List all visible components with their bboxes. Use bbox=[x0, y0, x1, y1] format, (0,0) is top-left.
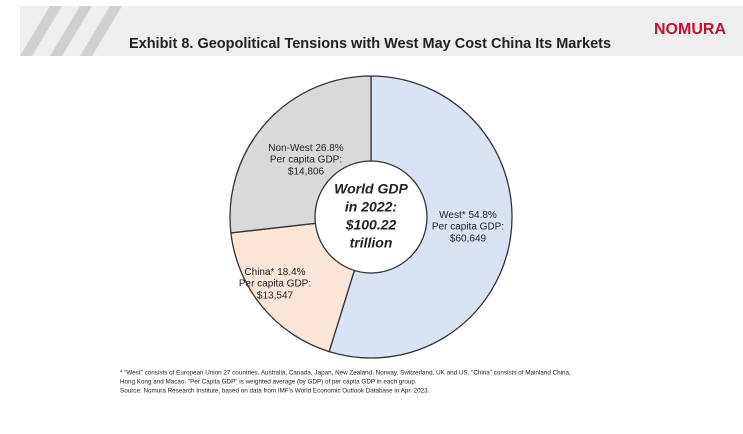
category-name: Non-West bbox=[268, 143, 312, 154]
footnote: * "West" consists of European Union 27 c… bbox=[120, 370, 571, 377]
logo: NOMURA bbox=[654, 21, 726, 38]
slice-label: China* 18.4% bbox=[244, 267, 305, 278]
stripe bbox=[50, 6, 92, 56]
center-label: $100.22 bbox=[345, 217, 397, 233]
header-band bbox=[20, 6, 743, 56]
value-label: 54.8% bbox=[468, 210, 496, 221]
slice-note: $14,806 bbox=[288, 167, 325, 178]
slice-note: Per capita GDP: bbox=[270, 155, 342, 166]
center-label: trillion bbox=[350, 235, 393, 251]
donut-hole bbox=[314, 160, 428, 274]
slice-label: West* 54.8% bbox=[439, 210, 497, 221]
footnotes: * "West" consists of European Union 27 c… bbox=[120, 370, 571, 395]
stripe bbox=[80, 6, 122, 56]
slice-note: $60,649 bbox=[450, 234, 487, 245]
value-label: 26.8% bbox=[315, 143, 343, 154]
stripe bbox=[20, 6, 62, 56]
footnote: Hong Kong and Macao. "Per Capita GDP" is… bbox=[120, 379, 417, 386]
center-label: World GDP bbox=[334, 181, 408, 197]
category-name: West* bbox=[439, 210, 466, 221]
slice-note: Per capita GDP: bbox=[432, 222, 504, 233]
donut-chart: West* 54.8%Per capita GDP:$60,649China* … bbox=[229, 75, 513, 359]
footnote: Source: Nomura Research Institute, based… bbox=[120, 388, 430, 395]
value-label: 18.4% bbox=[277, 267, 305, 278]
chart-title: Exhibit 8. Geopolitical Tensions with We… bbox=[129, 36, 611, 52]
center-label: in 2022: bbox=[345, 199, 397, 215]
slice-note: Per capita GDP: bbox=[239, 279, 311, 290]
slice-label: Non-West 26.8% bbox=[268, 143, 344, 154]
slice-note: $13,547 bbox=[257, 291, 294, 302]
category-name: China* bbox=[244, 267, 274, 278]
